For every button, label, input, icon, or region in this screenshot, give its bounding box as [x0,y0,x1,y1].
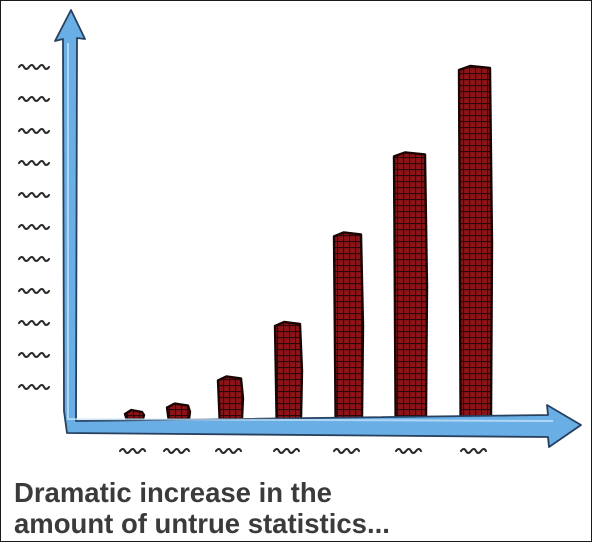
y-tick-scribble [17,159,51,167]
y-tick-scribble [17,127,51,135]
y-tick-scribble [17,63,51,71]
y-tick-scribble [17,191,51,199]
bar [216,375,245,421]
axes-arrow [54,9,582,448]
bar [165,402,192,421]
y-tick-scribble [17,287,51,295]
x-tick-scribble [162,447,191,455]
caption: Dramatic increase in the amount of untru… [14,477,390,539]
y-axis-ticks [17,63,51,391]
x-tick-scribble [394,447,423,455]
caption-line-2: amount of untrue statistics... [14,508,390,539]
x-tick-scribble [332,447,361,455]
y-tick-scribble [17,319,51,327]
bar [392,151,429,421]
bar [273,320,304,421]
x-tick-scribble [459,447,488,455]
y-tick-scribble [17,383,51,391]
x-tick-scribble [118,447,147,455]
y-tick-scribble [17,223,51,231]
caption-line-1: Dramatic increase in the [14,477,332,508]
axes [54,9,582,448]
y-tick-scribble [17,95,51,103]
x-tick-scribble [272,447,301,455]
bar [332,231,365,421]
x-axis-ticks [118,447,488,455]
y-tick-scribble [17,255,51,263]
bars [123,64,494,421]
x-tick-scribble [214,447,243,455]
bar [457,64,494,421]
bar [123,408,146,421]
y-tick-scribble [17,351,51,359]
axes-highlight [67,43,554,422]
